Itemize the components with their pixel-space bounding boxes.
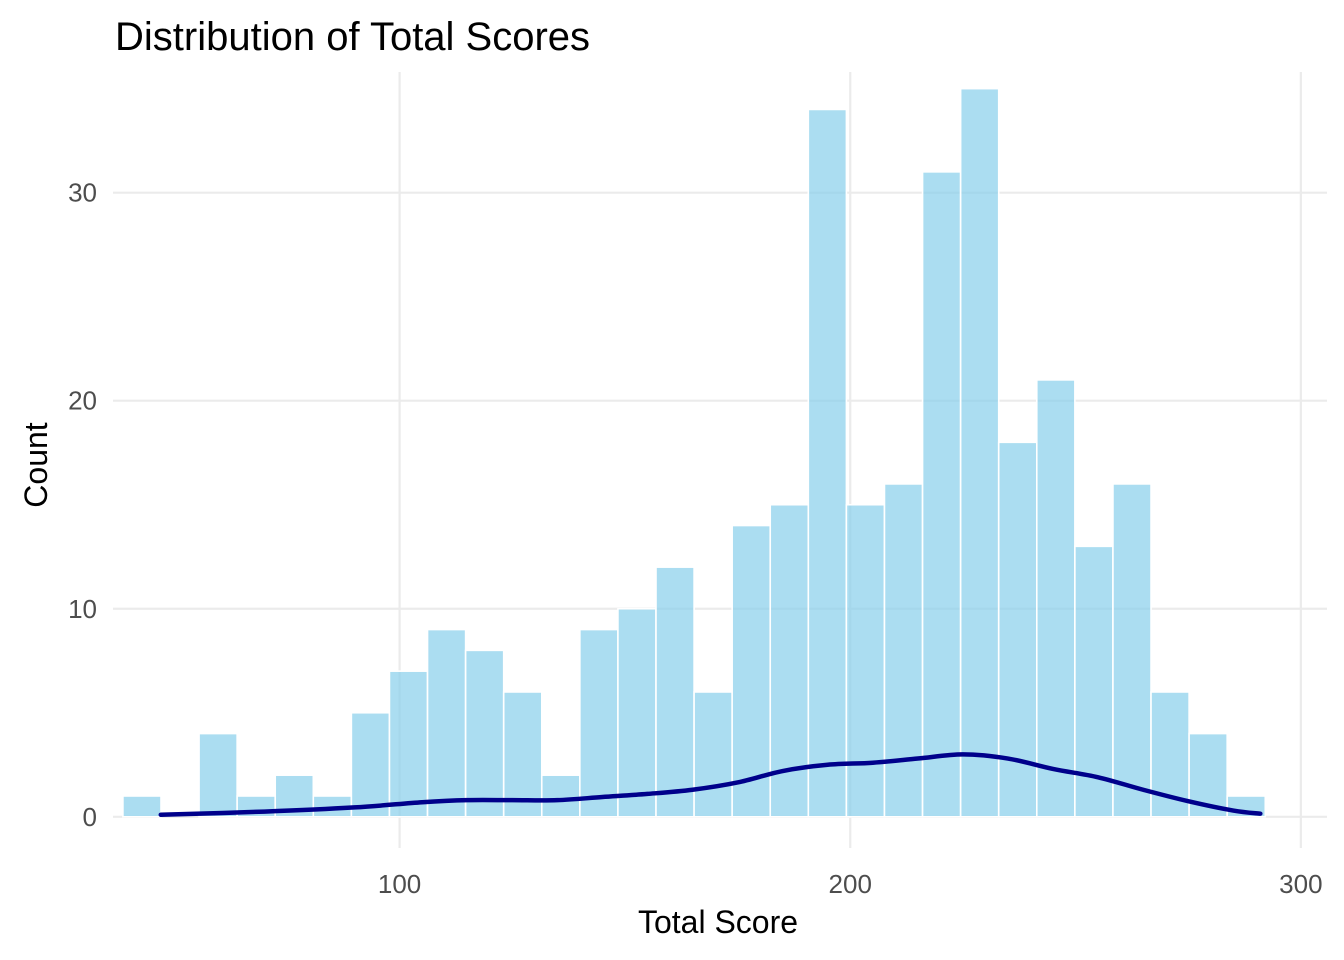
x-tick-label: 100 — [378, 869, 421, 899]
density-curve — [158, 752, 1263, 817]
histogram-bars — [122, 87, 1267, 818]
histogram-bar — [693, 691, 733, 818]
histogram-bar — [350, 711, 391, 818]
histogram-bar — [502, 691, 543, 818]
x-axis-ticks: 100 200 300 — [378, 869, 1323, 899]
histogram-bar — [883, 483, 924, 818]
y-tick-label: 20 — [68, 386, 97, 416]
y-tick-label: 10 — [68, 594, 97, 624]
histogram-bar — [617, 607, 657, 818]
histogram-bar — [122, 795, 162, 818]
x-tick-label: 200 — [829, 869, 872, 899]
histogram-bar — [388, 670, 429, 818]
histogram-bar — [845, 503, 886, 818]
histogram-bar — [579, 628, 619, 818]
histogram-bar — [997, 441, 1038, 818]
histogram-bar — [769, 503, 810, 818]
histogram-bar — [731, 524, 772, 818]
histogram-bar — [426, 628, 467, 818]
chart-title: Distribution of Total Scores — [115, 15, 590, 59]
x-tick-label: 300 — [1279, 869, 1322, 899]
histogram-bar — [540, 774, 581, 818]
y-tick-label: 0 — [83, 802, 97, 832]
histogram-bar — [921, 171, 962, 818]
y-axis-ticks: 0 10 20 30 — [68, 178, 97, 832]
histogram-bar — [959, 87, 1000, 818]
histogram-bar — [807, 108, 848, 818]
histogram-bar — [464, 649, 505, 818]
x-axis-title: Total Score — [638, 904, 798, 940]
y-axis-title: Count — [18, 422, 54, 508]
histogram-bar — [1112, 483, 1152, 818]
histogram-bar — [655, 566, 695, 818]
histogram-bar — [1035, 379, 1076, 818]
histogram-bar — [198, 732, 238, 818]
y-tick-label: 30 — [68, 178, 97, 208]
